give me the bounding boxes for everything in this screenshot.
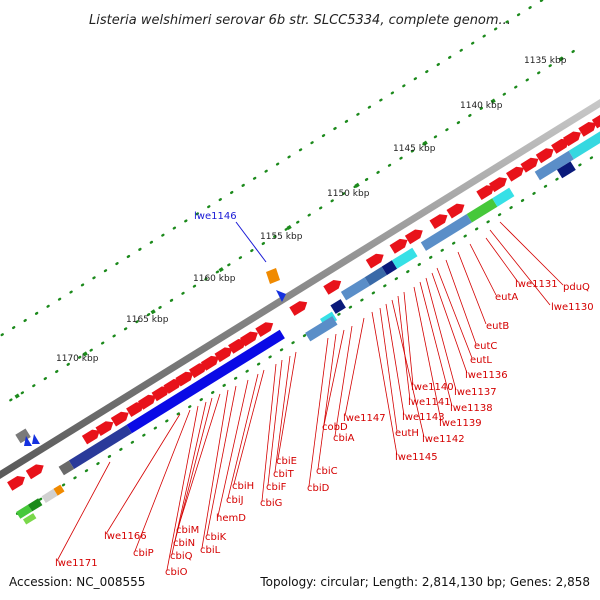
tick-label-1140: 1140 kbp — [460, 101, 503, 111]
gene-label-cbiO[interactable]: cbiO — [165, 567, 188, 578]
gene-label-lwe1166[interactable]: lwe1166 — [104, 531, 147, 542]
tick-label-1135: 1135 kbp — [524, 56, 567, 66]
gene-label-eutC[interactable]: eutC — [474, 341, 497, 352]
gene-label-cbiT[interactable]: cbiT — [273, 469, 295, 480]
tick-label-1145: 1145 kbp — [393, 144, 436, 154]
gene-label-cbiM[interactable]: cbiM — [176, 525, 199, 536]
gene-label-eutL[interactable]: eutL — [470, 355, 492, 366]
gene-label-cbiH[interactable]: cbiH — [232, 481, 254, 492]
gene-label-cbiJ[interactable]: cbiJ — [226, 495, 244, 506]
gene-label-pduQ[interactable]: pduQ — [563, 282, 590, 293]
gene-label-lwe1140[interactable]: lwe1140 — [411, 382, 454, 393]
tick-label-1170: 1170 kbp — [56, 354, 99, 364]
gene-label-cbiP[interactable]: cbiP — [133, 548, 154, 559]
gene-label-lwe1141[interactable]: lwe1141 — [408, 397, 451, 408]
genome-backbone — [0, 98, 600, 480]
gene-label-cbiD[interactable]: cbiD — [307, 483, 330, 494]
gene-label-lwe1131[interactable]: lwe1131 — [515, 279, 558, 290]
gene-label-eutA[interactable]: eutA — [495, 292, 518, 303]
gene-label-cbiQ[interactable]: cbiQ — [170, 551, 193, 562]
gene-label-cbiA[interactable]: cbiA — [333, 433, 355, 444]
gene-label-cbiC[interactable]: cbiC — [316, 466, 338, 477]
gene-label-lwe1142[interactable]: lwe1142 — [422, 434, 465, 445]
map-title: Listeria welshimeri serovar 6b str. SLCC… — [89, 13, 511, 28]
topology-text: Topology: circular; Length: 2,814,130 bp… — [259, 575, 590, 589]
gene-label-lwe1130[interactable]: lwe1130 — [551, 302, 594, 313]
label-leader-lines — [56, 221, 564, 571]
gene-label-cobD[interactable]: cobD — [322, 422, 348, 433]
gene-label-cbiK[interactable]: cbiK — [205, 532, 227, 543]
dotted-rings — [0, 0, 594, 515]
gene-label-lwe1138[interactable]: lwe1138 — [450, 403, 493, 414]
gene-label-hemD[interactable]: hemD — [216, 513, 246, 524]
gene-label-cbiE[interactable]: cbiE — [276, 456, 297, 467]
gene-label-lwe1139[interactable]: lwe1139 — [439, 418, 482, 429]
gene-label-eutB[interactable]: eutB — [486, 321, 509, 332]
tick-label-1160: 1160 kbp — [193, 274, 236, 284]
gene-label-cbiF[interactable]: cbiF — [266, 482, 287, 493]
gene-label-lwe1145[interactable]: lwe1145 — [395, 452, 438, 463]
gene-label-cbiN[interactable]: cbiN — [173, 538, 195, 549]
gene-label-lwe1171[interactable]: lwe1171 — [55, 558, 98, 569]
lwe1146-callout[interactable]: lwe1146 — [194, 211, 286, 302]
gene-labels: pduQ lwe1130 lwe1131 eutA eutB eutC eutL… — [55, 279, 594, 578]
kbp-tick-labels: 1135 kbp 1140 kbp 1145 kbp 1150 kbp 1155… — [56, 56, 567, 364]
gene-label-lwe1143[interactable]: lwe1143 — [402, 412, 445, 423]
gene-label-cbiL[interactable]: cbiL — [200, 545, 221, 556]
tick-label-1150: 1150 kbp — [327, 189, 370, 199]
feature-tracks — [7, 114, 600, 525]
tick-label-1165: 1165 kbp — [126, 315, 169, 325]
accession-text: Accession: NC_008555 — [9, 575, 145, 589]
gene-label-eutH[interactable]: eutH — [395, 428, 419, 439]
gene-label-lwe1146[interactable]: lwe1146 — [194, 211, 237, 222]
tick-label-1155: 1155 kbp — [260, 232, 303, 242]
gene-label-lwe1147[interactable]: lwe1147 — [343, 413, 386, 424]
gene-label-cbiG[interactable]: cbiG — [260, 498, 282, 509]
gene-label-lwe1136[interactable]: lwe1136 — [465, 370, 508, 381]
gene-label-lwe1137[interactable]: lwe1137 — [454, 387, 497, 398]
